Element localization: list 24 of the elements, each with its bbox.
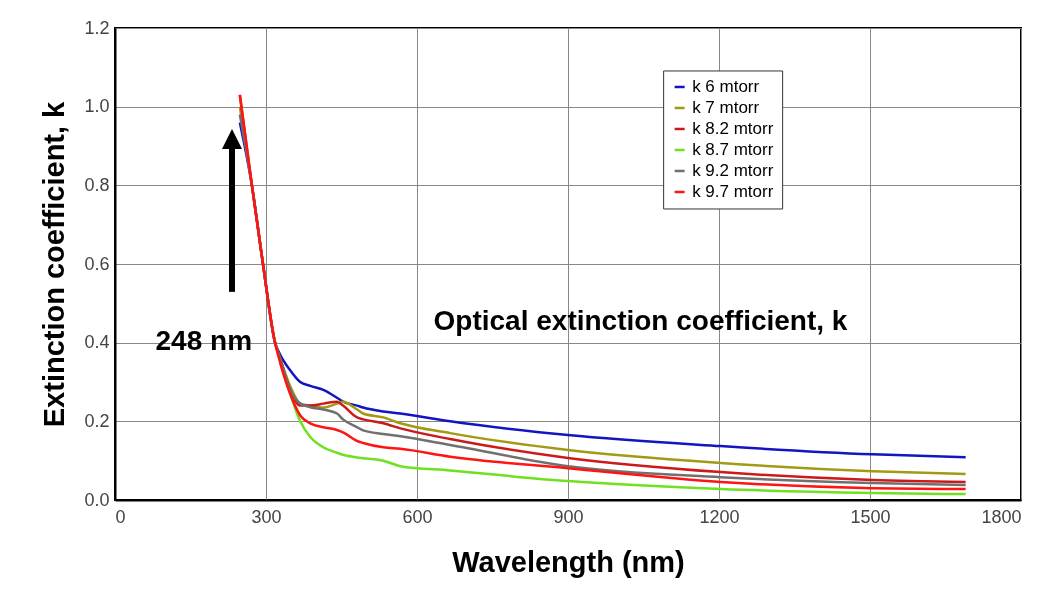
y-tick-label: 0.4 [84,332,110,353]
x-tick-label: 900 [553,506,584,527]
y-tick-label: 1.0 [84,96,110,117]
y-tick-label: 0.2 [84,410,110,431]
annotation: Optical extinction coefficient, k [433,305,848,337]
legend-label: k 9.7 mtorr [692,181,774,201]
legend-label: k 6 mtorr [692,76,760,96]
x-tick-label: 300 [251,506,282,527]
y-tick-label: 1.2 [84,17,110,38]
legend-label: k 7 mtorr [692,97,760,117]
legend-label: k 8.7 mtorr [692,139,774,159]
x-axis-title: Wavelength (nm) [452,545,685,578]
legend-label: k 9.2 mtorr [692,160,774,180]
x-tick-label: 1500 [850,506,891,527]
x-tick-label: 1800 [981,506,1022,527]
x-tick-label: 600 [402,506,433,527]
y-tick-label: 0.8 [84,174,110,195]
annotation: 248 nm [155,324,253,356]
x-tick-label: 0 [115,506,126,527]
y-tick-label: 0.0 [84,489,110,510]
legend-label: k 8.2 mtorr [692,118,774,138]
y-tick-label: 0.6 [84,253,110,274]
y-axis-title: Extinction coefficient, k [38,100,71,428]
x-tick-label: 1200 [699,506,740,527]
